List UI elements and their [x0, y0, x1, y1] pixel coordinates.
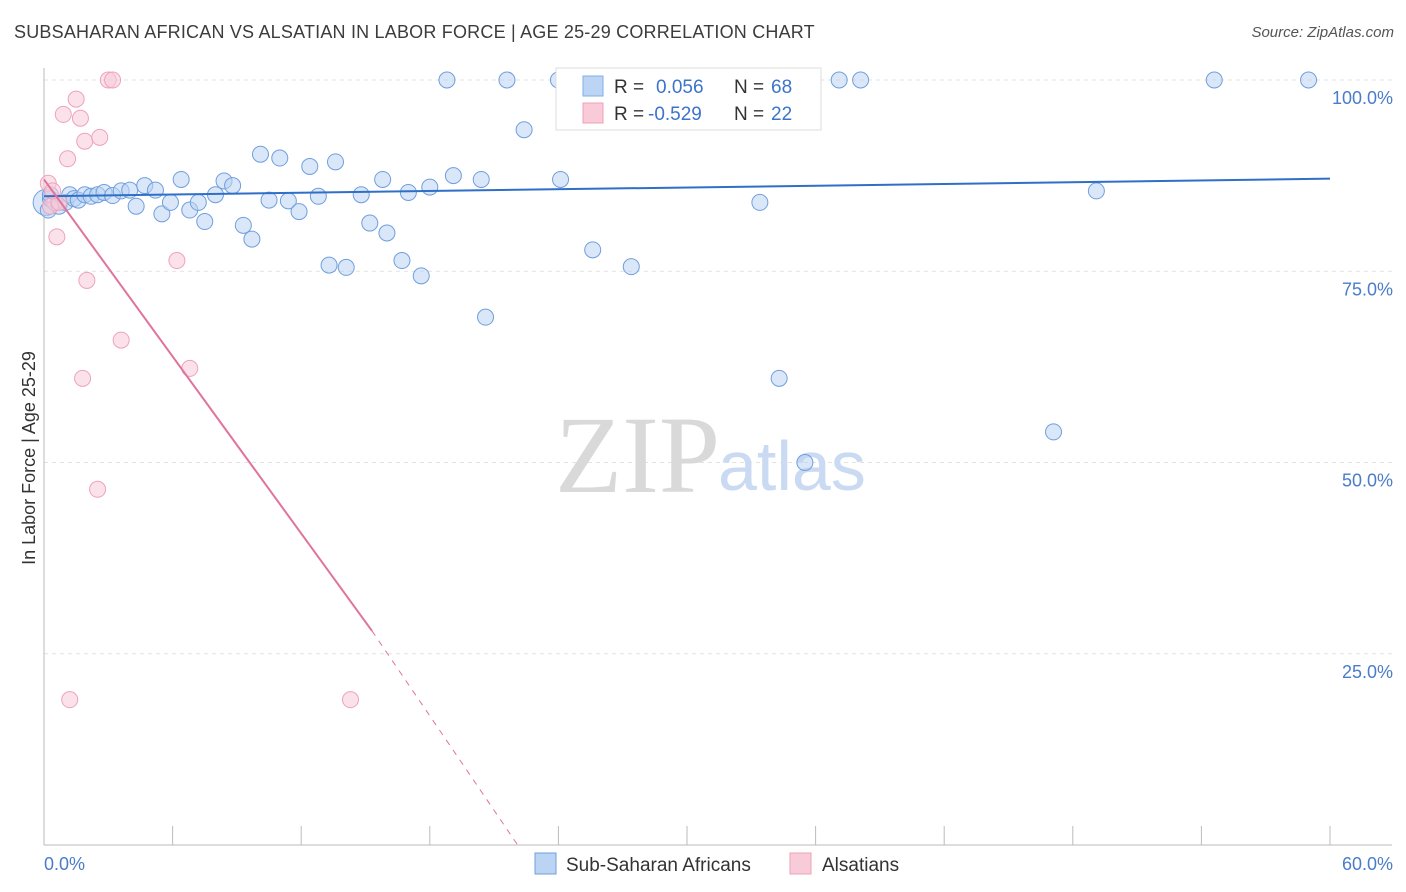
point-alsatian [61, 691, 79, 709]
point-alsatian [168, 252, 186, 270]
point-subsaharan [196, 213, 214, 231]
point-alsatian [67, 90, 85, 108]
point-subsaharan [498, 71, 516, 89]
point-alsatian [91, 128, 109, 146]
point-subsaharan [189, 193, 207, 211]
point-subsaharan [251, 145, 269, 163]
point-subsaharan [1300, 71, 1318, 89]
legend-swatch-subsaharan [534, 852, 557, 875]
x-tick-label: 0.0% [44, 854, 85, 874]
watermark: ZIP atlas [555, 394, 866, 516]
point-alsatian [59, 150, 77, 168]
point-subsaharan [243, 230, 261, 248]
stats-n-label-alsatian: N = [734, 104, 764, 125]
stats-r-label-alsatian: R = [614, 104, 644, 125]
point-subsaharan [421, 178, 439, 196]
chart-source: Source: ZipAtlas.com [1251, 24, 1394, 41]
point-subsaharan [1045, 423, 1063, 441]
point-subsaharan [337, 258, 355, 276]
point-subsaharan [127, 197, 145, 215]
point-subsaharan [320, 256, 338, 274]
watermark-atlas: atlas [718, 427, 866, 505]
point-subsaharan [153, 205, 171, 223]
point-subsaharan [309, 187, 327, 205]
y-axis-label: In Labor Force | Age 25-29 [19, 351, 39, 565]
point-alsatian [112, 331, 130, 349]
y-tick-label: 75.0% [1342, 279, 1393, 299]
point-subsaharan [796, 454, 814, 471]
stats-n-value-alsatian: 22 [771, 104, 792, 125]
point-subsaharan [438, 71, 456, 89]
stats-n-value-subsaharan: 68 [771, 77, 792, 98]
stats-legend: R = 0.056 N = 68 R = -0.529 N = 22 [555, 67, 822, 131]
point-subsaharan [271, 149, 289, 167]
point-subsaharan [224, 177, 242, 195]
point-subsaharan [374, 170, 392, 188]
point-subsaharan [234, 216, 252, 234]
y-tick-label: 25.0% [1342, 662, 1393, 682]
trend-line-alsatian [43, 178, 373, 632]
point-alsatian [74, 369, 92, 387]
point-subsaharan [161, 193, 179, 211]
point-subsaharan [361, 214, 379, 232]
point-subsaharan [393, 252, 411, 270]
point-subsaharan [515, 121, 533, 139]
point-alsatian [89, 480, 107, 498]
point-subsaharan [477, 308, 495, 326]
point-subsaharan [352, 186, 370, 204]
stats-n-label-subsaharan: N = [734, 77, 764, 98]
y-tick-label: 50.0% [1342, 471, 1393, 491]
point-subsaharan [830, 71, 848, 89]
chart-title: SUBSAHARAN AFRICAN VS ALSATIAN IN LABOR … [14, 22, 815, 42]
point-subsaharan [326, 153, 344, 171]
legend-swatch-alsatian [789, 852, 812, 875]
point-subsaharan [622, 258, 640, 276]
point-subsaharan [1087, 182, 1105, 200]
point-subsaharan [770, 369, 788, 387]
point-alsatian [78, 271, 96, 289]
watermark-zip: ZIP [555, 394, 720, 516]
point-subsaharan [584, 241, 602, 259]
point-alsatian [54, 105, 72, 123]
point-subsaharan [751, 193, 769, 211]
point-subsaharan [290, 203, 308, 221]
stats-r-value-alsatian: -0.529 [648, 104, 702, 125]
stats-swatch-alsatian [582, 102, 604, 124]
point-subsaharan [378, 224, 396, 242]
trend-line-alsatian-extension [371, 630, 519, 846]
point-subsaharan [444, 167, 462, 185]
point-subsaharan [301, 157, 319, 175]
tick-labels: 100.0% 75.0% 50.0% 25.0% 0.0% 60.0% [44, 88, 1393, 874]
data-points [32, 71, 1318, 709]
point-alsatian [76, 132, 94, 150]
trend-line-subsaharan [43, 177, 1331, 198]
stats-r-value-subsaharan: 0.056 [656, 77, 704, 98]
point-alsatian [48, 228, 66, 246]
point-subsaharan [552, 170, 570, 188]
trend-lines [43, 177, 1331, 846]
point-subsaharan [1205, 71, 1223, 89]
stats-r-label-subsaharan: R = [614, 77, 644, 98]
point-alsatian [104, 71, 122, 89]
point-subsaharan [399, 183, 417, 201]
y-tick-label: 100.0% [1332, 88, 1393, 108]
x-tick-label: 60.0% [1342, 854, 1393, 874]
point-subsaharan [852, 71, 870, 89]
point-subsaharan [472, 170, 490, 188]
stats-swatch-subsaharan [582, 75, 604, 97]
legend-label-alsatian: Alsatians [822, 855, 899, 876]
legend-label-subsaharan: Sub-Saharan Africans [566, 855, 751, 876]
point-subsaharan [412, 267, 430, 285]
point-subsaharan [260, 191, 278, 209]
series-legend: Sub-Saharan Africans Alsatians [534, 852, 899, 876]
point-alsatian [71, 109, 89, 127]
point-subsaharan [172, 170, 190, 188]
point-alsatian [341, 691, 359, 709]
axes [43, 68, 1392, 846]
gridlines [44, 79, 1392, 655]
